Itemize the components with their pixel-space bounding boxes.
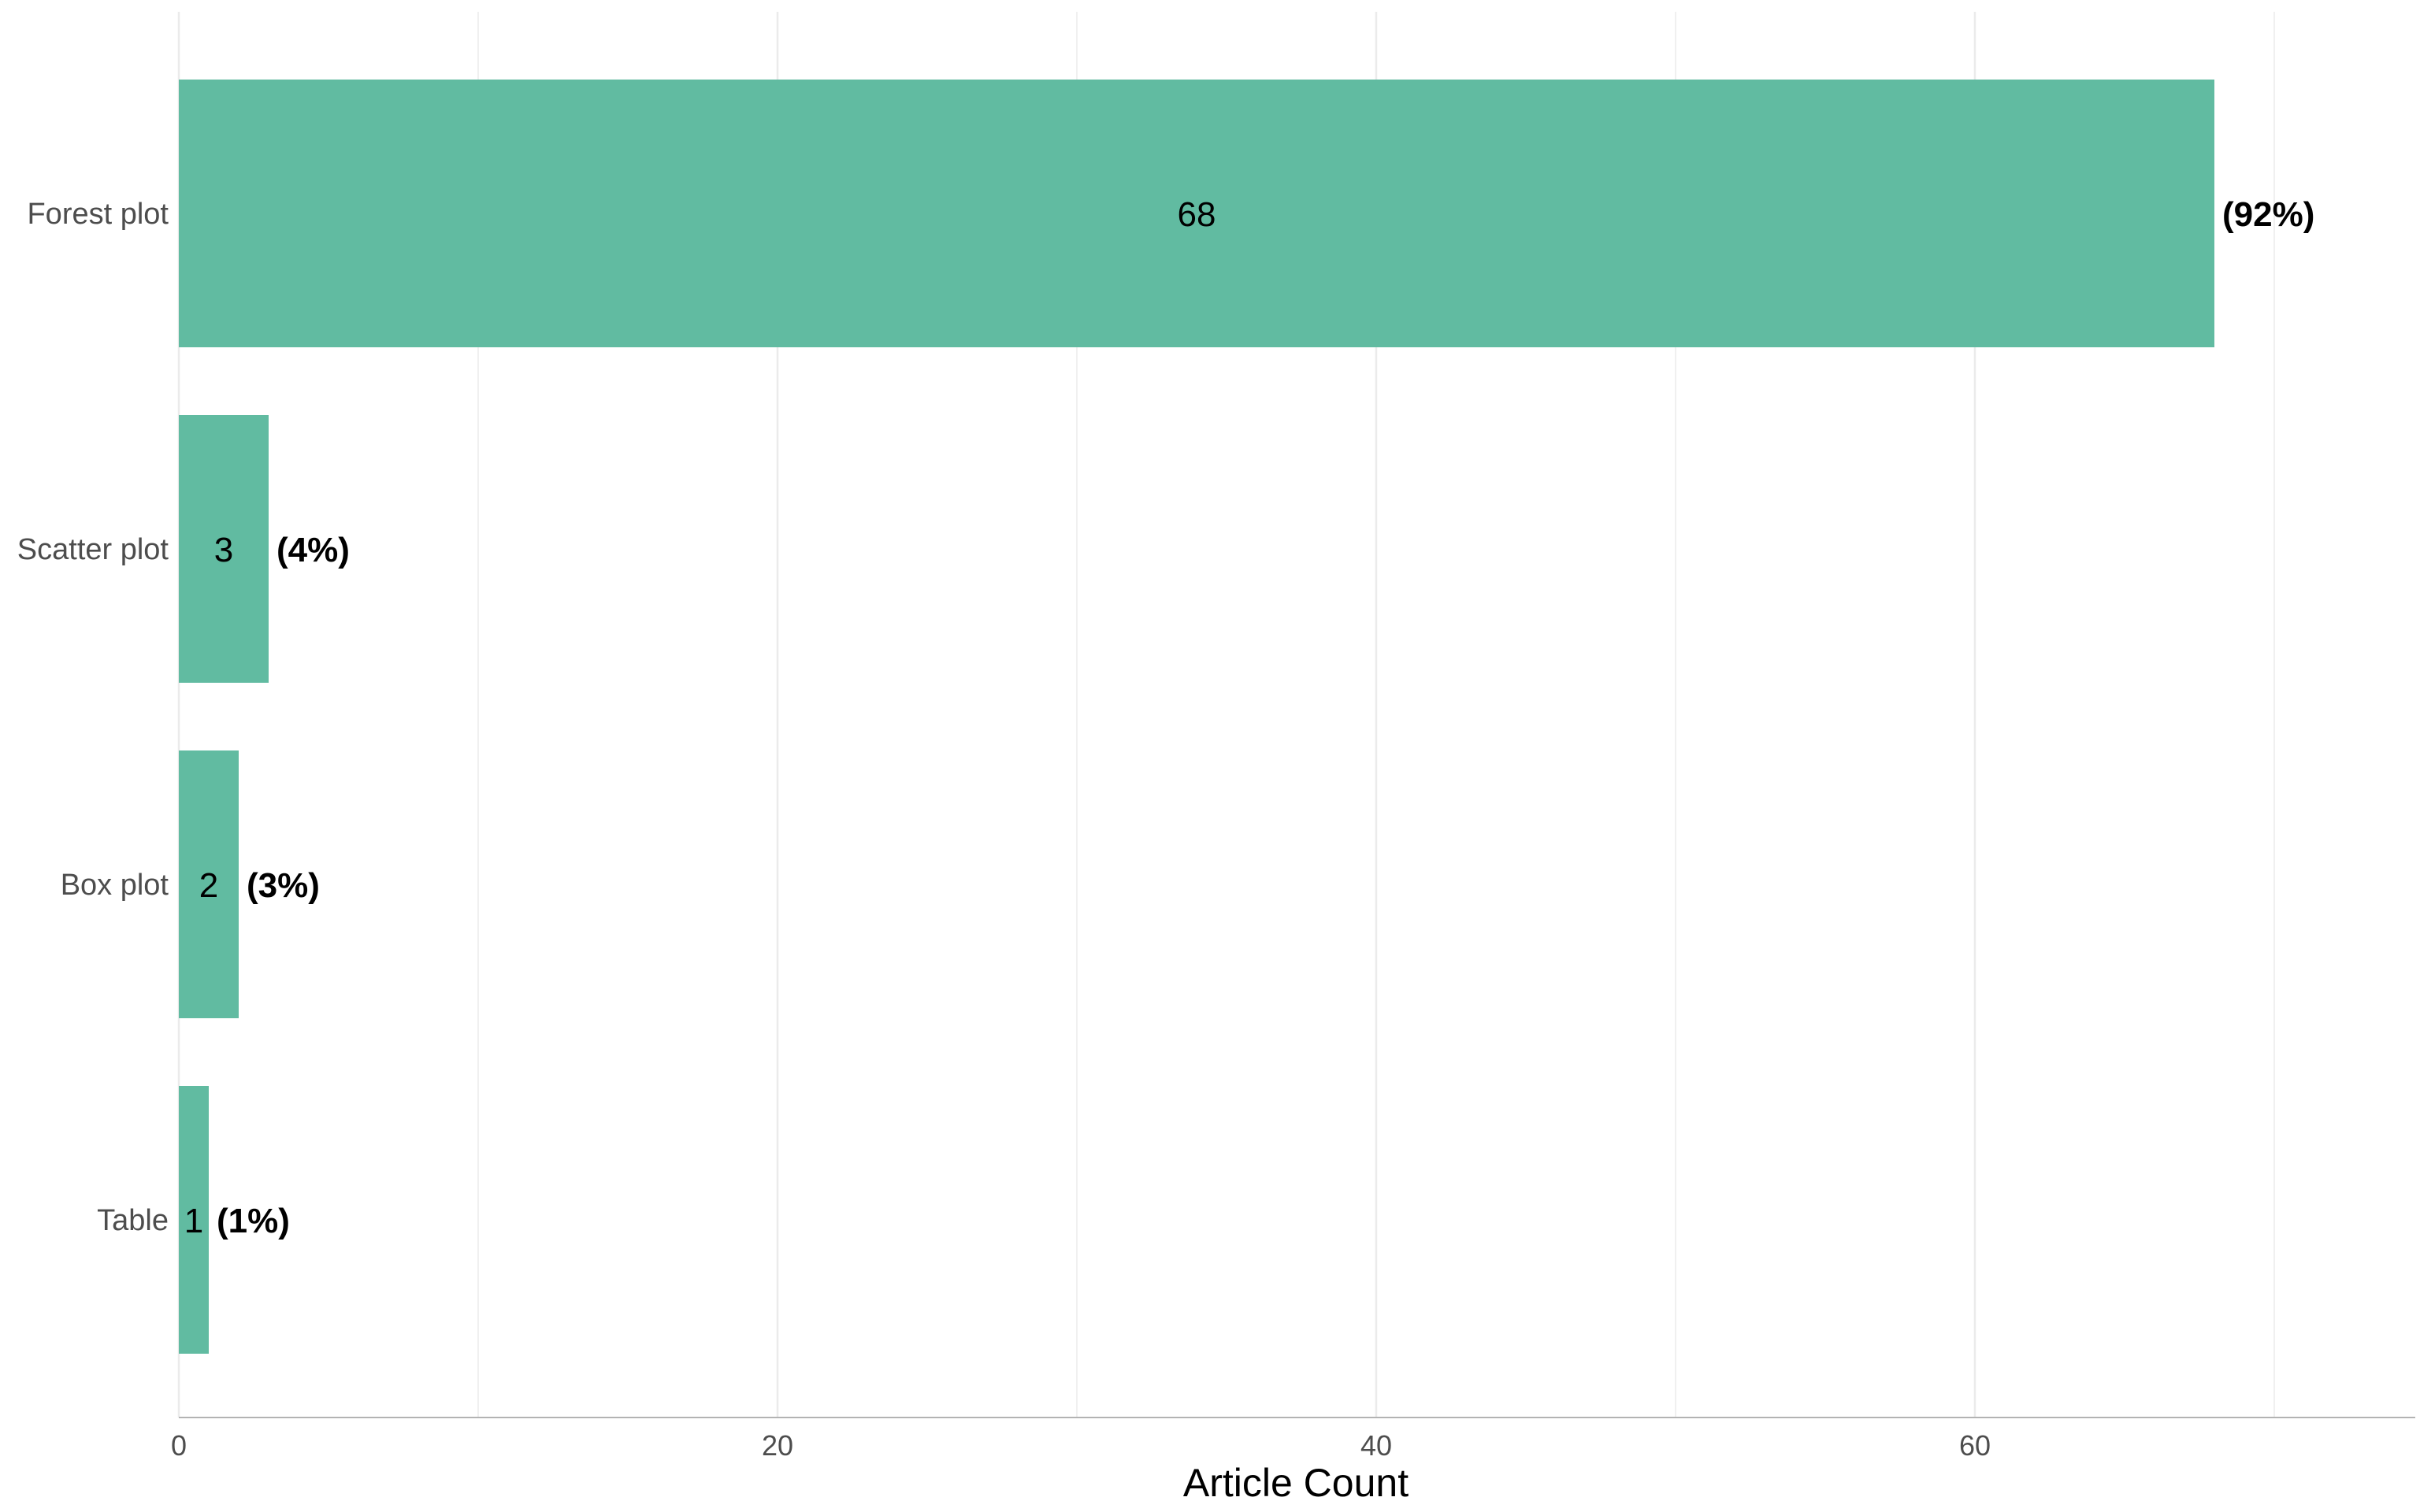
value-label: 1 <box>184 1202 203 1240</box>
labels: Forest plot 68 (92%) Scatter plot 3 (4%) Box p… <box>17 195 2315 1240</box>
category-label: Box plot <box>61 869 169 902</box>
category-label: Scatter plot <box>17 533 169 566</box>
percent-label: (1%) <box>217 1202 290 1240</box>
percent-label: (4%) <box>277 531 350 569</box>
percent-label: (3%) <box>247 866 320 905</box>
category-label: Table <box>97 1204 169 1237</box>
value-label: 68 <box>1178 195 1216 234</box>
category-label: Forest plot <box>27 198 169 231</box>
x-tick-label: 60 <box>1959 1429 1991 1462</box>
bars <box>179 80 2214 1354</box>
value-label: 3 <box>214 531 233 569</box>
x-axis: 0 20 40 60 <box>171 1417 2415 1462</box>
bar <box>179 1086 209 1354</box>
bar <box>179 750 239 1018</box>
x-tick-label: 20 <box>762 1429 793 1462</box>
x-tick-label: 40 <box>1360 1429 1392 1462</box>
bar <box>179 80 2214 347</box>
bar <box>179 415 269 683</box>
value-label: 2 <box>199 866 218 905</box>
x-tick-label: 0 <box>171 1429 187 1462</box>
percent-label: (92%) <box>2222 195 2314 234</box>
x-axis-title: Article Count <box>1183 1461 1409 1505</box>
